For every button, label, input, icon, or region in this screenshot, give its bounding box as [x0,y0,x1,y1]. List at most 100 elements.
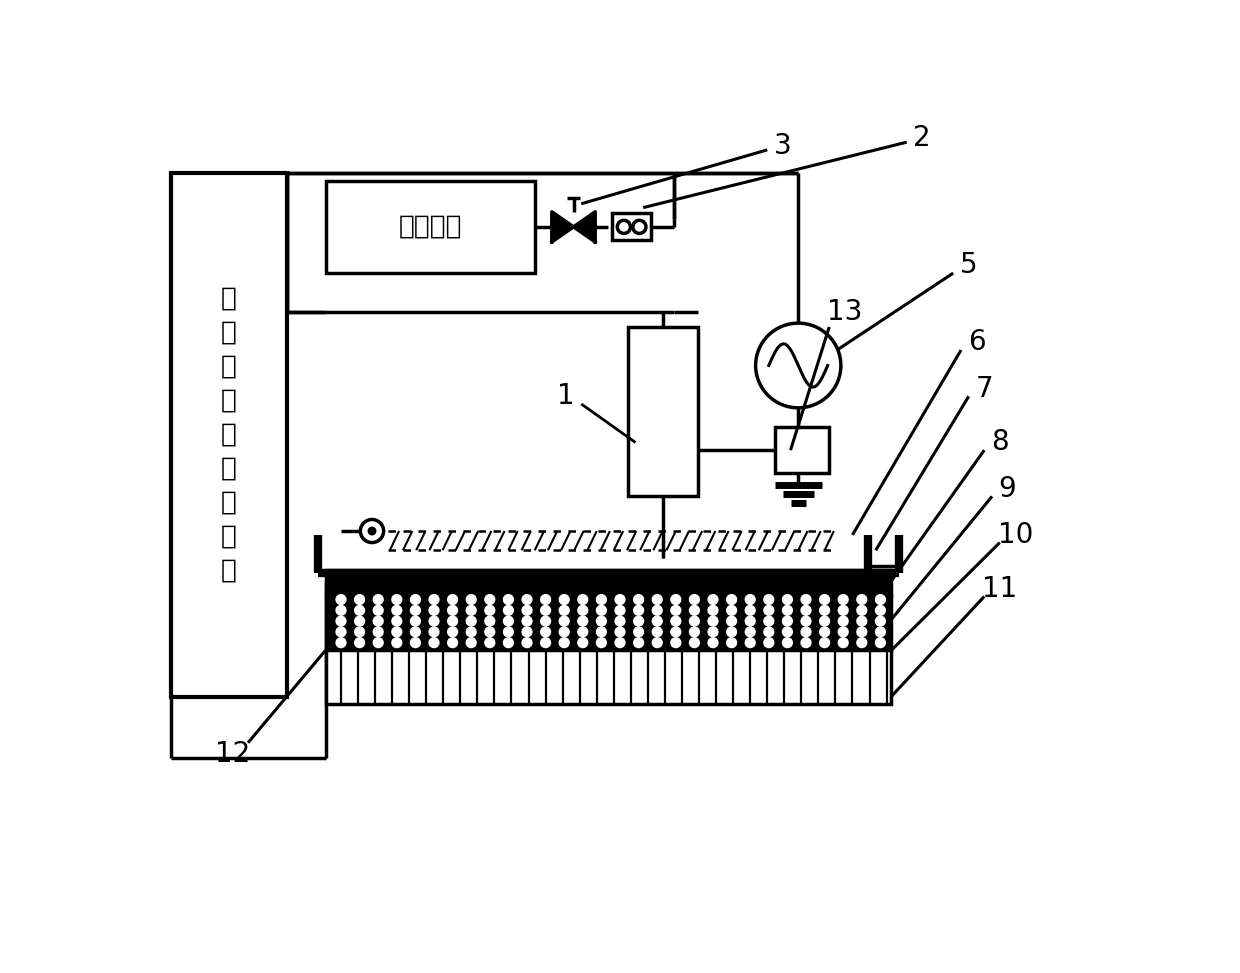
Circle shape [598,595,605,603]
Circle shape [746,617,754,625]
Bar [325,596,892,650]
Circle shape [542,617,549,625]
Circle shape [802,606,810,614]
Circle shape [821,628,828,635]
Circle shape [412,595,419,603]
Circle shape [653,606,661,614]
Circle shape [337,617,345,625]
Circle shape [616,606,624,614]
Circle shape [374,595,382,603]
Text: 1: 1 [557,382,574,411]
Circle shape [356,606,363,614]
Circle shape [393,628,401,635]
Circle shape [635,628,642,635]
Circle shape [635,617,642,625]
Circle shape [784,617,791,625]
Bar [613,213,651,240]
Circle shape [765,639,773,646]
Circle shape [877,628,884,635]
Circle shape [765,595,773,603]
Circle shape [523,606,531,614]
Circle shape [784,628,791,635]
Bar [171,173,286,697]
Circle shape [802,617,810,625]
Circle shape [467,617,475,625]
Circle shape [393,617,401,625]
Circle shape [858,595,866,603]
Circle shape [765,628,773,635]
Circle shape [374,639,382,646]
Circle shape [616,617,624,625]
Circle shape [635,606,642,614]
Circle shape [449,606,456,614]
Circle shape [746,628,754,635]
Circle shape [356,617,363,625]
Circle shape [802,639,810,646]
Circle shape [356,639,363,646]
Circle shape [337,595,345,603]
Bar [325,569,892,596]
Circle shape [374,617,382,625]
Circle shape [765,606,773,614]
Circle shape [691,639,698,646]
Circle shape [672,595,680,603]
Circle shape [802,595,810,603]
Circle shape [356,628,363,635]
Text: 6: 6 [967,328,986,356]
Circle shape [560,628,568,635]
Circle shape [839,595,847,603]
Circle shape [784,606,791,614]
Circle shape [542,595,549,603]
Text: 9: 9 [998,475,1017,503]
Circle shape [802,628,810,635]
Circle shape [579,639,587,646]
Circle shape [505,595,512,603]
Bar [627,327,697,496]
Circle shape [635,595,642,603]
Circle shape [858,617,866,625]
Circle shape [393,639,401,646]
Circle shape [542,628,549,635]
Text: 13: 13 [827,298,863,326]
Circle shape [784,595,791,603]
Circle shape [691,628,698,635]
Polygon shape [552,212,573,242]
Circle shape [616,595,624,603]
Circle shape [467,628,475,635]
Circle shape [505,639,512,646]
Circle shape [374,606,382,614]
Circle shape [709,639,717,646]
Circle shape [709,595,717,603]
Circle shape [746,606,754,614]
Text: 7: 7 [976,375,993,403]
Circle shape [337,639,345,646]
Circle shape [635,639,642,646]
Circle shape [337,628,345,635]
Text: 高压气体: 高压气体 [398,214,461,240]
Circle shape [839,639,847,646]
Circle shape [653,595,661,603]
Circle shape [691,606,698,614]
Circle shape [755,323,841,408]
Circle shape [393,606,401,614]
Circle shape [709,617,717,625]
Circle shape [821,617,828,625]
Circle shape [486,606,494,614]
Circle shape [337,606,345,614]
Polygon shape [573,212,595,242]
Circle shape [598,628,605,635]
Bar [325,650,892,704]
Bar [325,181,534,273]
Circle shape [691,595,698,603]
Circle shape [523,639,531,646]
Circle shape [449,639,456,646]
Circle shape [821,639,828,646]
Circle shape [672,639,680,646]
Circle shape [877,617,884,625]
Circle shape [598,617,605,625]
Circle shape [430,595,438,603]
Circle shape [412,639,419,646]
Circle shape [523,628,531,635]
Circle shape [430,628,438,635]
Text: 2: 2 [914,125,931,153]
